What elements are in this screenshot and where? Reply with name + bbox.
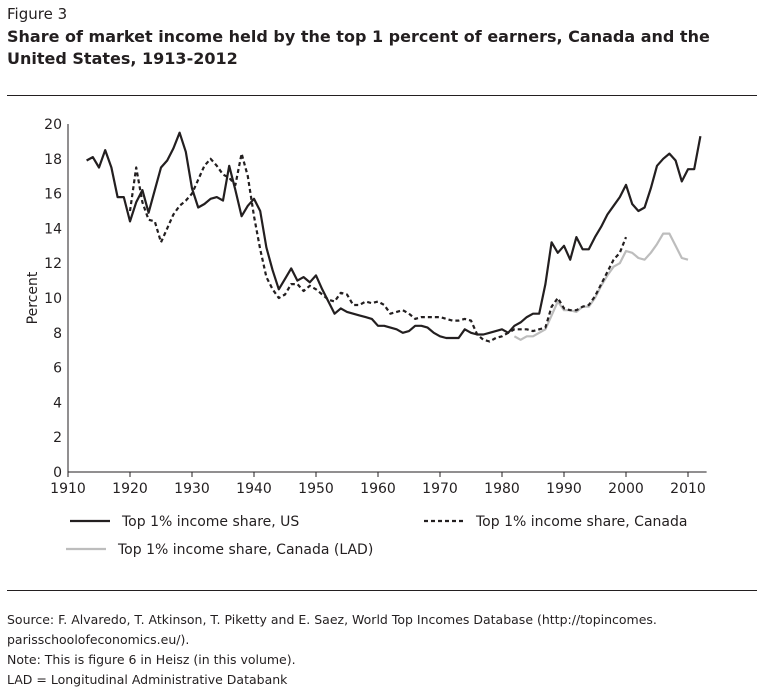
y-tick-label: 2 bbox=[53, 430, 62, 446]
legend-label: Top 1% income share, US bbox=[121, 514, 299, 530]
figure-label: Figure 3 bbox=[7, 5, 68, 23]
x-tick-label: 1990 bbox=[546, 481, 582, 497]
y-tick-label: 0 bbox=[53, 465, 62, 481]
figure-note: Note: This is figure 6 in Heisz (in this… bbox=[7, 652, 296, 667]
y-tick-label: 20 bbox=[44, 117, 62, 133]
top-divider bbox=[7, 95, 757, 96]
notes: Source: F. Alvaredo, T. Atkinson, T. Pik… bbox=[7, 610, 757, 688]
y-tick-label: 4 bbox=[53, 395, 62, 411]
y-tick-label: 16 bbox=[44, 187, 62, 203]
x-tick-label: 1940 bbox=[236, 481, 272, 497]
lad-note: LAD = Longitudinal Administrative Databa… bbox=[7, 672, 288, 687]
y-tick-label: 14 bbox=[44, 221, 62, 237]
y-tick-label: 8 bbox=[53, 326, 62, 342]
series-line-us bbox=[86, 131, 702, 340]
x-tick-label: 2010 bbox=[670, 481, 706, 497]
x-tick-label: 2000 bbox=[608, 481, 644, 497]
x-tick-label: 1930 bbox=[174, 481, 210, 497]
x-tick-label: 1960 bbox=[360, 481, 396, 497]
legend-label: Top 1% income share, Canada bbox=[475, 514, 687, 530]
y-tick-label: 6 bbox=[53, 361, 62, 377]
x-tick-label: 1980 bbox=[484, 481, 520, 497]
y-tick-label: 12 bbox=[44, 256, 62, 272]
legend-label: Top 1% income share, Canada (LAD) bbox=[117, 542, 373, 558]
series-line-canada-lad bbox=[513, 232, 689, 341]
series-line-canada bbox=[128, 152, 628, 343]
x-tick-label: 1910 bbox=[50, 481, 86, 497]
y-tick-label: 18 bbox=[44, 152, 62, 168]
x-tick-label: 1970 bbox=[422, 481, 458, 497]
y-axis-label: Percent bbox=[25, 271, 41, 324]
line-chart: 0 2 4 6 8 10 12 14 16 18 20 1910 1920 1930 1940 1950 196… bbox=[25, 117, 707, 558]
x-tick-label: 1950 bbox=[298, 481, 334, 497]
y-tick-label: 10 bbox=[44, 291, 62, 307]
source-note: Source: F. Alvaredo, T. Atkinson, T. Pik… bbox=[7, 612, 657, 647]
x-tick-label: 1920 bbox=[112, 481, 148, 497]
bottom-divider bbox=[7, 590, 757, 591]
chart-title: Share of market income held by the top 1… bbox=[7, 27, 710, 68]
